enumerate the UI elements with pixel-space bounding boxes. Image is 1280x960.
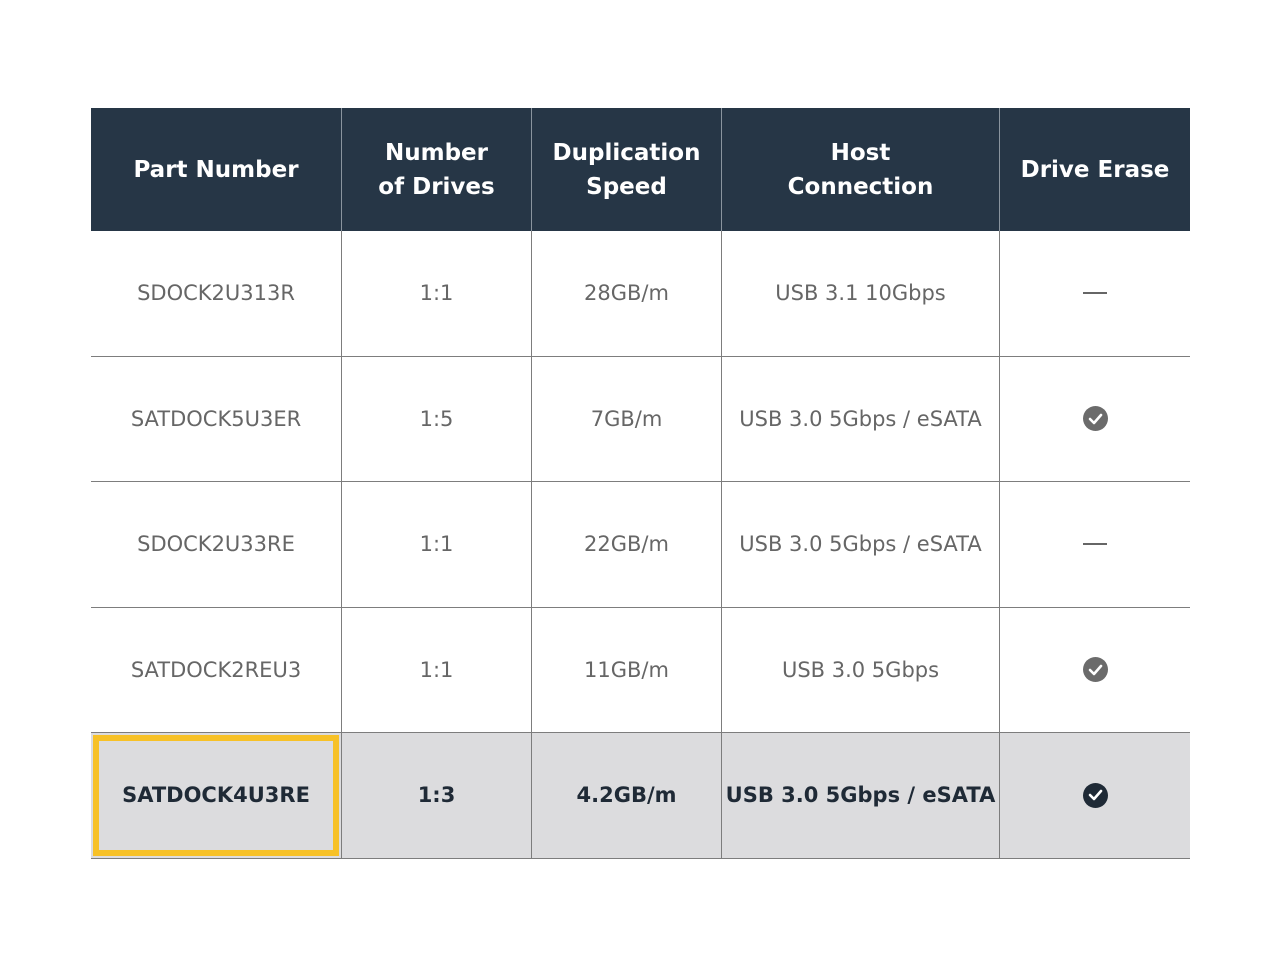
part-number-cell: SATDOCK5U3ER	[130, 406, 302, 431]
check-circle-icon	[1082, 782, 1108, 808]
number-of-drives-cell: 1:1	[341, 231, 531, 356]
number-of-drives-cell: 1:5	[341, 356, 531, 481]
header-duplication-speed: Duplication Speed	[531, 108, 721, 231]
duplication-speed-cell: 11GB/m	[531, 607, 721, 732]
table-row: SATDOCK2REU3 1:1 11GB/m USB 3.0 5Gbps	[91, 607, 1190, 733]
table-row: SDOCK2U313R 1:1 28GB/m USB 3.1 10Gbps	[91, 231, 1190, 357]
header-drive-erase: Drive Erase	[999, 108, 1190, 231]
table-row: SDOCK2U33RE 1:1 22GB/m USB 3.0 5Gbps / eSAT…	[91, 482, 1190, 608]
drive-erase-cell	[999, 356, 1190, 481]
part-number-cell: SATDOCK4U3RE	[91, 733, 341, 858]
host-connection-cell: USB 3.0 5Gbps	[721, 607, 999, 732]
host-connection-cell: USB 3.0 5Gbps / eSATA	[721, 733, 999, 858]
part-number-cell: SDOCK2U33RE	[137, 532, 295, 557]
dash-icon	[1083, 292, 1107, 295]
duplication-speed-cell: 22GB/m	[531, 482, 721, 607]
part-number-cell: SATDOCK2REU3	[130, 657, 302, 682]
table-header: Part Number Number of Drives Duplication…	[91, 108, 1190, 231]
header-number-of-drives: Number of Drives	[341, 108, 531, 231]
header-host-connection: Host Connection	[721, 108, 999, 231]
number-of-drives-cell: 1:3	[341, 733, 531, 858]
drive-erase-cell	[999, 733, 1190, 858]
check-circle-icon	[1082, 406, 1108, 432]
duplication-speed-cell: 4.2GB/m	[531, 733, 721, 858]
dash-icon	[1083, 543, 1107, 546]
check-circle-icon	[1082, 657, 1108, 683]
number-of-drives-cell: 1:1	[341, 482, 531, 607]
comparison-table: Part Number Number of Drives Duplication…	[91, 108, 1190, 859]
host-connection-cell: USB 3.0 5Gbps / eSATA	[721, 356, 999, 481]
drive-erase-cell	[999, 607, 1190, 732]
host-connection-cell: USB 3.0 5Gbps / eSATA	[721, 482, 999, 607]
duplication-speed-cell: 7GB/m	[531, 356, 721, 481]
number-of-drives-cell: 1:1	[341, 607, 531, 732]
table-row: SATDOCK5U3ER 1:5 7GB/m USB 3.0 5Gbps / eSAT…	[91, 356, 1190, 482]
part-number-cell: SDOCK2U313R	[137, 281, 295, 306]
drive-erase-cell	[999, 231, 1190, 356]
header-part-number: Part Number	[133, 156, 299, 183]
duplication-speed-cell: 28GB/m	[531, 231, 721, 356]
drive-erase-cell	[999, 482, 1190, 607]
table-row: SATDOCK4U3RE 1:3 4.2GB/m USB 3.0 5Gbps / eS…	[91, 733, 1190, 859]
host-connection-cell: USB 3.1 10Gbps	[721, 231, 999, 356]
